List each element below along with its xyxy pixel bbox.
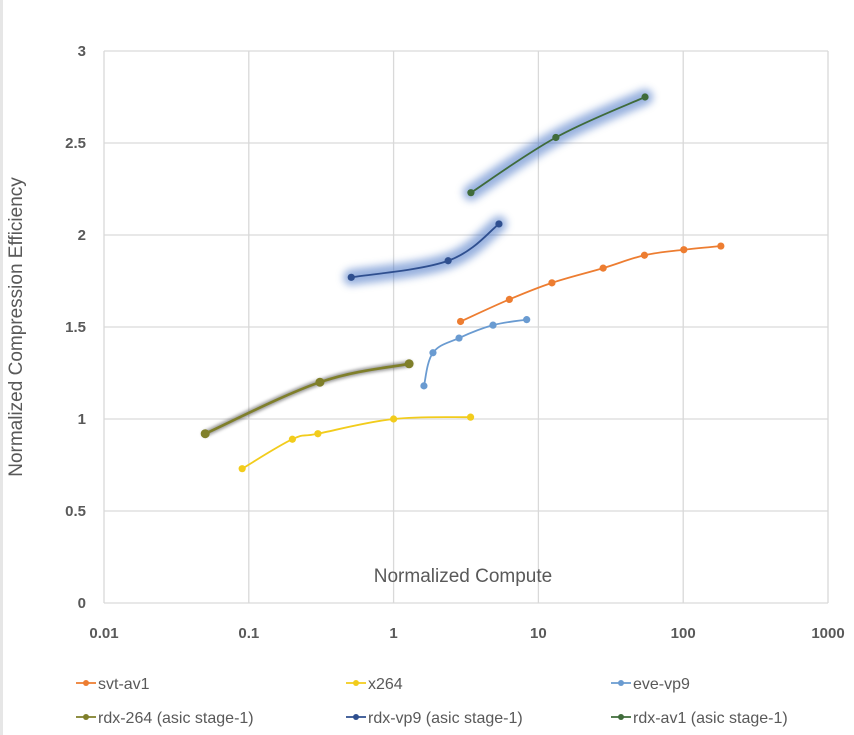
grid	[103, 50, 829, 604]
series-eve-vp9	[420, 316, 531, 390]
legend-marker-icon	[618, 680, 624, 686]
data-point	[456, 317, 465, 326]
series-layer	[200, 89, 725, 473]
data-point	[314, 430, 322, 438]
legend: svt-av1 x264 eve-vp9 rdx-264 (asic stage-1)…	[76, 676, 788, 727]
series-shadow	[202, 360, 413, 437]
data-point	[599, 264, 607, 272]
series-line	[241, 416, 471, 470]
legend-item[interactable]: rdx-av1 (asic stage-1)	[611, 710, 788, 727]
legend-label: svt-av1	[98, 676, 150, 693]
legend-marker-icon	[353, 680, 359, 686]
y-axis-title: Normalized Compression Efficiency	[6, 177, 27, 477]
legend-marker-icon	[353, 714, 359, 720]
y-tick-label: 0	[78, 595, 86, 612]
series-line	[423, 318, 527, 387]
data-point	[680, 246, 688, 254]
legend-label: x264	[368, 676, 403, 693]
data-point	[523, 316, 531, 324]
series-rdx-av1	[462, 89, 654, 201]
data-point	[404, 359, 414, 369]
x-tick-label: 0.1	[238, 625, 259, 642]
legend-item[interactable]: rdx-264 (asic stage-1)	[76, 710, 254, 727]
data-point	[489, 321, 497, 329]
data-point	[466, 413, 475, 421]
series-svt-av1	[456, 242, 725, 326]
legend-label: rdx-av1 (asic stage-1)	[633, 710, 788, 727]
x-tick-label: 1	[389, 625, 397, 642]
y-axis-ticks: 0 0.5 1 1.5 2 2.5 3	[65, 43, 86, 612]
data-point	[455, 334, 463, 342]
legend-marker-icon	[83, 680, 89, 686]
y-tick-label: 2	[78, 227, 86, 244]
series-rdx-264	[200, 359, 414, 439]
series-line	[460, 245, 721, 323]
series-glow	[343, 215, 507, 286]
data-point	[347, 273, 355, 281]
legend-marker-icon	[83, 714, 89, 720]
y-tick-label: 1.5	[65, 319, 86, 336]
data-point	[420, 382, 428, 390]
legend-item[interactable]: x264	[346, 676, 403, 693]
y-tick-label: 3	[78, 43, 86, 60]
data-point	[390, 415, 398, 423]
y-tick-label: 1	[78, 411, 86, 428]
series-glow	[462, 89, 654, 201]
data-point	[315, 377, 325, 387]
legend-label: eve-vp9	[633, 676, 690, 693]
data-point	[288, 435, 296, 443]
legend-item[interactable]: svt-av1	[76, 676, 150, 693]
series-rdx-vp9	[343, 215, 507, 286]
x-axis-ticks: 0.01 0.1 1 10 100 1000	[89, 625, 844, 642]
data-point	[200, 429, 210, 439]
data-point	[505, 295, 513, 303]
legend-marker-icon	[618, 714, 624, 720]
data-point	[429, 349, 437, 357]
window-edge	[0, 0, 3, 735]
data-point	[467, 189, 475, 197]
y-tick-label: 0.5	[65, 503, 86, 520]
y-tick-label: 2.5	[65, 135, 86, 152]
data-point	[641, 93, 649, 101]
legend-label: rdx-264 (asic stage-1)	[98, 710, 254, 727]
x-axis-title: Normalized Compute	[374, 566, 552, 587]
data-point	[640, 251, 649, 259]
data-point	[548, 279, 556, 287]
data-point	[717, 242, 725, 250]
data-point	[238, 465, 246, 473]
legend-label: rdx-vp9 (asic stage-1)	[368, 710, 523, 727]
x-tick-label: 1000	[811, 625, 844, 642]
data-point	[444, 257, 452, 265]
data-point	[495, 220, 503, 228]
x-tick-label: 100	[671, 625, 696, 642]
series-line	[204, 362, 410, 435]
legend-item[interactable]: rdx-vp9 (asic stage-1)	[346, 710, 523, 727]
legend-item[interactable]: eve-vp9	[611, 676, 690, 693]
x-tick-label: 10	[530, 625, 547, 642]
series-x264	[238, 413, 475, 473]
x-tick-label: 0.01	[89, 625, 118, 642]
data-point	[552, 133, 560, 142]
